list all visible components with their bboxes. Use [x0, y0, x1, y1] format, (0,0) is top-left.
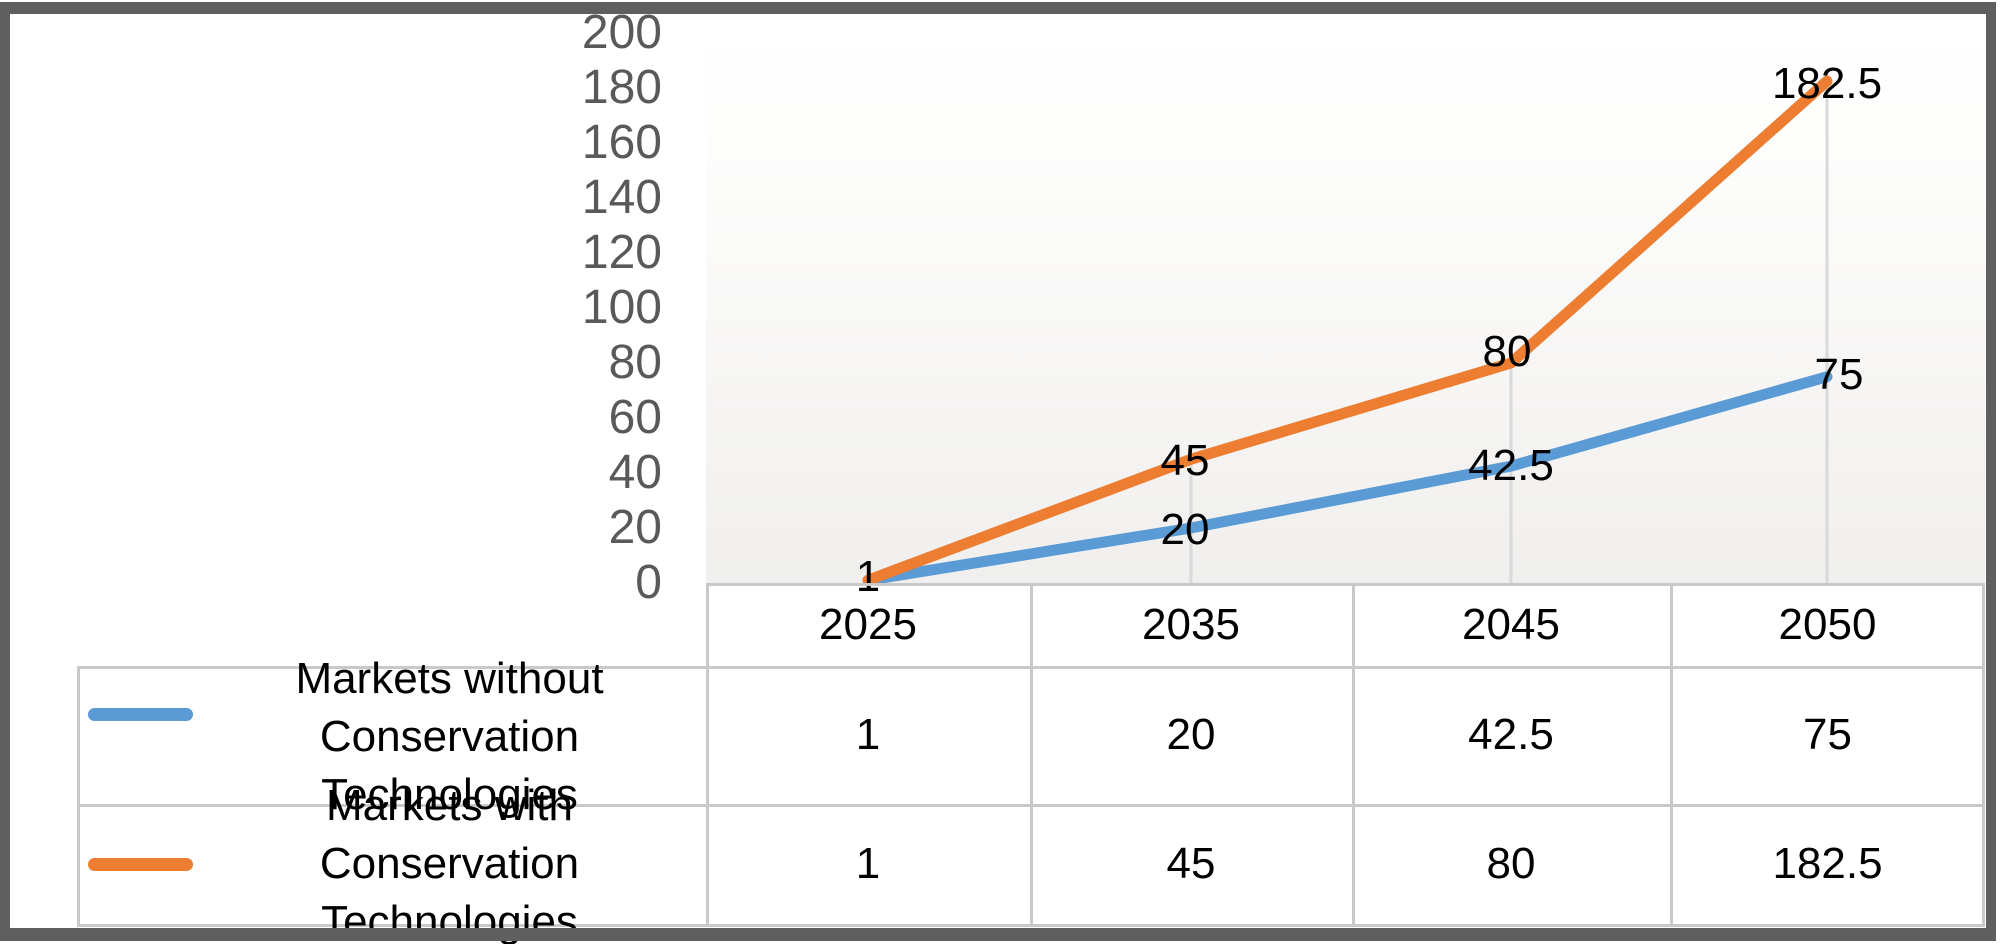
- category-cell-2050: 2050: [1778, 599, 1877, 649]
- data-label: 80: [1482, 327, 1532, 376]
- y-tick-label: 180: [581, 61, 662, 114]
- series-2-name-line1: Markets with Conservation: [319, 781, 580, 888]
- data-label: 75: [1814, 349, 1864, 399]
- data-label: 182.5: [1771, 59, 1883, 109]
- y-tick-label: 160: [581, 116, 662, 169]
- table-top-border: [706, 583, 1985, 586]
- series-1-name: Markets without Conservation Technologie…: [193, 654, 706, 819]
- y-tick-label: 20: [608, 501, 662, 554]
- category-cell-2025: 2025: [819, 599, 917, 649]
- series-2-name-line2: Technologies: [321, 897, 578, 944]
- y-tick-label: 140: [581, 171, 662, 224]
- table-column-border: [1352, 583, 1355, 927]
- category-cell-2045: 2045: [1462, 599, 1560, 649]
- value-cell: 1: [855, 839, 881, 888]
- value-cell: 42.5: [1468, 710, 1554, 759]
- data-label: 20: [1160, 505, 1210, 554]
- blue-line-swatch: [88, 708, 193, 721]
- y-tick-label: 60: [608, 391, 662, 444]
- data-label: 1: [855, 552, 881, 602]
- y-tick-label: 120: [581, 226, 662, 279]
- y-tick-label: 200: [581, 6, 662, 59]
- series-1-name-line2: Conservation Technologies: [319, 712, 580, 819]
- y-tick-label: 80: [608, 336, 662, 389]
- value-cell: 182.5: [1772, 839, 1883, 888]
- data-label: 42.5: [1468, 441, 1554, 491]
- series-2-name: Markets with Conservation Technologies: [193, 781, 706, 944]
- category-cell-2035: 2035: [1142, 599, 1240, 649]
- y-tick-label: 0: [635, 556, 662, 609]
- y-tick-label: 40: [608, 446, 662, 499]
- data-label: 45: [1160, 436, 1210, 486]
- value-cell: 80: [1486, 839, 1536, 888]
- table-column-border: [1670, 583, 1673, 927]
- value-cell: 20: [1166, 710, 1216, 759]
- table-column-border: [1030, 583, 1033, 927]
- plot-area: [706, 30, 1985, 583]
- value-cell: 1: [855, 710, 881, 759]
- table-left-border: [77, 666, 80, 927]
- orange-line-swatch: [88, 858, 193, 871]
- table-column-border: [706, 583, 709, 927]
- series-1-name-line1: Markets without: [295, 654, 604, 703]
- value-cell: 45: [1166, 839, 1216, 888]
- value-cell: 75: [1803, 710, 1852, 759]
- table-right-border: [1982, 583, 1985, 927]
- y-tick-label: 100: [581, 281, 662, 334]
